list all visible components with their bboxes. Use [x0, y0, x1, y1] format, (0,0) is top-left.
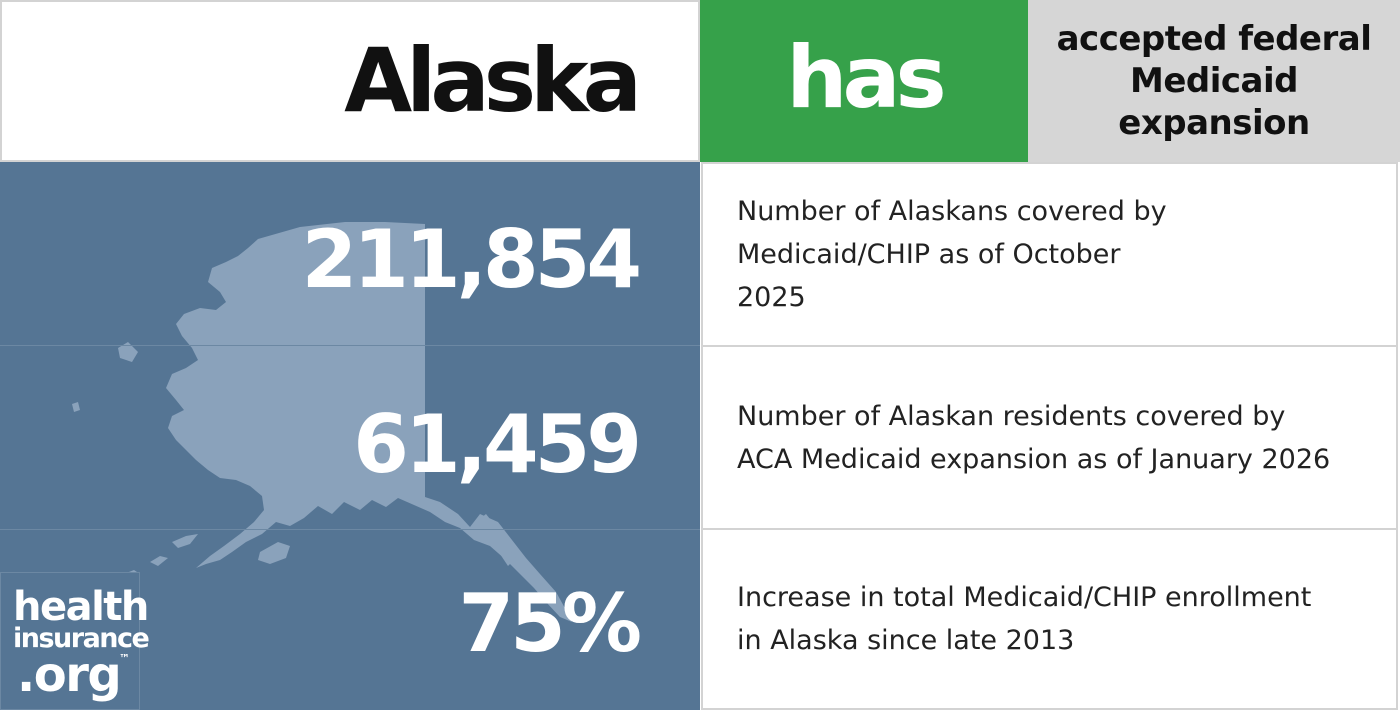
logo-word-health: health [13, 584, 149, 630]
state-name-cell: Alaska [0, 0, 700, 162]
logo-word-org: .org [17, 647, 122, 703]
stat-value-medicaid-chip: 211,854 [301, 213, 642, 306]
stat-description-box: Number of Alaskan residents covered by A… [701, 345, 1398, 530]
stat-value-increase: 75% [458, 577, 642, 670]
stat-description-expansion: Number of Alaskan residents covered by A… [737, 400, 1331, 475]
row-divider [0, 529, 700, 530]
expansion-status-cell: has [700, 0, 1028, 162]
healthinsurance-org-logo[interactable]: health insurance .org ™ [0, 572, 150, 710]
stat-value-expansion: 61,459 [353, 398, 642, 491]
expansion-description: accepted federal Medicaid expansion [1056, 19, 1372, 143]
expansion-description-cell: accepted federal Medicaid expansion [1028, 0, 1400, 162]
row-divider [0, 345, 700, 346]
stat-description-increase: Increase in total Medicaid/CHIP enrollme… [737, 582, 1312, 656]
stats-panel: 211,854 61,459 75% health insurance .org… [0, 162, 700, 710]
state-name: Alaska [344, 29, 642, 132]
logo-word-insurance: insurance [13, 623, 150, 654]
logo-trademark: ™ [119, 652, 130, 665]
stat-description-box: Number of Alaskans covered by Medicaid/C… [701, 162, 1398, 347]
stat-description-medicaid-chip: Number of Alaskans covered by Medicaid/C… [737, 196, 1167, 313]
stat-description-box: Increase in total Medicaid/CHIP enrollme… [701, 528, 1398, 710]
alaska-map-icon [72, 222, 572, 622]
expansion-status-word: has [786, 28, 946, 128]
